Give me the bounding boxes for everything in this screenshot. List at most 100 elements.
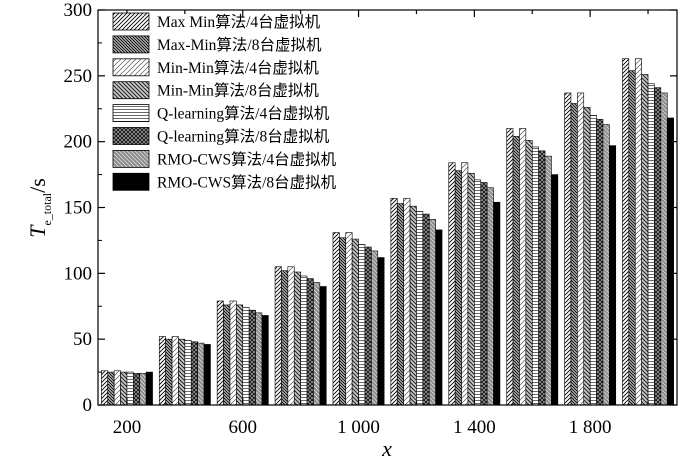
- bar: [364, 246, 372, 406]
- bar: [396, 203, 404, 406]
- y-tick-label: 0: [83, 395, 93, 416]
- bar: [583, 107, 591, 406]
- y-tick-label: 300: [64, 0, 93, 21]
- legend-swatch: [112, 172, 150, 191]
- legend-swatch: [112, 149, 150, 168]
- bar: [358, 244, 366, 406]
- bar: [300, 275, 308, 406]
- legend-swatch: [112, 12, 150, 31]
- bar: [628, 70, 636, 406]
- bar: [409, 205, 417, 406]
- legend-label: RMO-CWS算法/8台虚拟机: [157, 172, 337, 191]
- bar: [107, 371, 115, 406]
- bar: [371, 250, 379, 406]
- bar: [255, 312, 263, 406]
- bar: [448, 162, 456, 406]
- x-axis-title: x: [381, 436, 392, 459]
- bar: [339, 237, 347, 406]
- bar: [306, 278, 314, 406]
- bar: [622, 58, 630, 406]
- bar: [248, 309, 256, 406]
- bar: [666, 117, 674, 406]
- bar: [242, 307, 250, 406]
- legend-swatch: [112, 58, 150, 77]
- bar: [178, 338, 186, 406]
- bar: [377, 257, 385, 406]
- bar: [493, 201, 501, 406]
- bar: [281, 270, 289, 406]
- bar: [544, 155, 552, 406]
- y-axis-subscript: e_total: [40, 192, 54, 225]
- legend-label: Max Min算法/4台虚拟机: [157, 12, 321, 31]
- bar: [190, 341, 198, 406]
- y-axis-title: Te_total/s: [25, 178, 54, 238]
- x-tick-label: 200: [113, 417, 142, 438]
- bar: [422, 213, 430, 406]
- bar: [486, 187, 494, 406]
- bar: [596, 118, 604, 406]
- y-tick-label: 200: [64, 132, 93, 153]
- bar: [319, 286, 327, 406]
- x-tick-label: 1 000: [337, 417, 380, 438]
- y-tick-label: 250: [64, 66, 93, 87]
- bar: [454, 170, 462, 406]
- y-tick-label: 150: [64, 198, 93, 219]
- bar: [229, 300, 237, 406]
- y-axis-symbol: T: [25, 224, 50, 238]
- bar: [564, 92, 572, 406]
- bar: [345, 232, 353, 406]
- bar: [126, 371, 134, 406]
- y-tick-label: 50: [73, 329, 92, 350]
- bar: [223, 304, 231, 406]
- bar: [570, 103, 578, 406]
- x-tick-label: 600: [229, 417, 258, 438]
- bar: [261, 315, 269, 406]
- bar: [171, 336, 179, 406]
- bar: [531, 146, 539, 406]
- bar: [165, 338, 173, 406]
- bar: [101, 370, 109, 406]
- legend-label: Q-learning算法/4台虚拟机: [157, 104, 330, 123]
- bar: [236, 304, 244, 406]
- bar: [512, 136, 520, 406]
- legend-swatch: [112, 104, 150, 122]
- legend-label: Max-Min算法/8台虚拟机: [157, 35, 322, 54]
- legend-label: RMO-CWS算法/4台虚拟机: [157, 149, 337, 168]
- bar: [145, 371, 153, 406]
- legend-label: Min-Min算法/8台虚拟机: [157, 81, 319, 100]
- bar: [197, 342, 205, 406]
- bar: [589, 115, 597, 406]
- legend-swatch: [112, 35, 150, 54]
- bar: [525, 140, 533, 406]
- bar: [113, 370, 121, 406]
- bar: [428, 219, 436, 406]
- x-tick-label: 1 800: [569, 417, 612, 438]
- bar: [519, 128, 527, 406]
- legend-swatch: [112, 127, 150, 145]
- bar: [293, 271, 301, 406]
- bar: [139, 373, 147, 406]
- x-tick-label: 1 400: [453, 417, 496, 438]
- bar: [351, 238, 359, 406]
- bar: [647, 83, 655, 406]
- bar: [184, 340, 192, 406]
- bar: [602, 124, 610, 406]
- legend-label: Q-learning算法/8台虚拟机: [157, 127, 330, 146]
- bar: [480, 182, 488, 406]
- bar: [158, 336, 166, 406]
- bar: [474, 179, 482, 406]
- bar: [332, 232, 340, 406]
- y-axis-unit: /s: [25, 178, 50, 193]
- bar: [538, 150, 546, 406]
- bar: [634, 58, 642, 406]
- y-tick-label: 100: [64, 263, 93, 284]
- bar: [390, 197, 398, 406]
- bar: [461, 162, 469, 406]
- bar: [641, 74, 649, 406]
- bar: [216, 300, 224, 406]
- bar: [609, 145, 617, 406]
- bar: [313, 282, 321, 406]
- bar: [467, 172, 475, 406]
- bar: [287, 266, 295, 406]
